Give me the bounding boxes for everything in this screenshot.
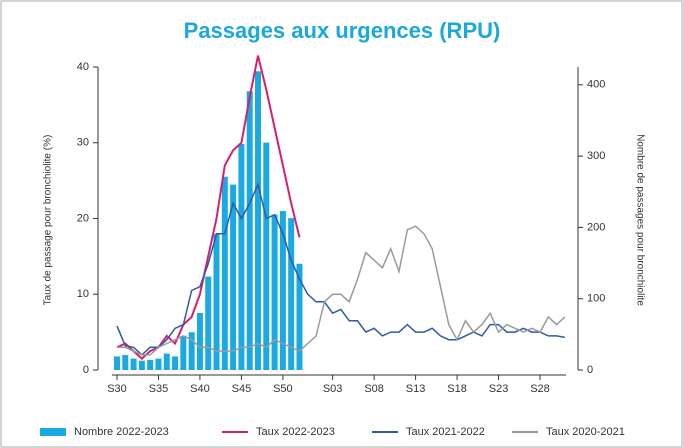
y-tick-label: 30 [77,137,89,149]
line [116,55,301,360]
bar [138,360,145,370]
y2-tick-label: 200 [587,221,605,233]
bar [246,91,253,371]
y2-tick-label: 0 [587,364,593,376]
y-tick-label: 20 [77,212,89,224]
y-axis-label: Taux de passage pour bronchiolite (%) [43,135,54,306]
bar [163,353,170,370]
bar [271,214,278,370]
x-tick-label: S08 [364,383,384,395]
bar [213,233,220,370]
x-tick-label: S30 [107,383,127,395]
x-tick-label: S40 [190,383,210,395]
y2-tick-label: 100 [587,293,605,305]
bar [196,312,203,370]
bar [114,356,120,370]
bar [172,356,179,370]
legend-swatch [40,428,66,436]
x-tick-label: S50 [273,383,293,395]
x-tick-label: S28 [530,383,550,395]
x-tick-label: S35 [149,383,169,395]
bar [263,142,270,370]
legend-label: Taux 2021-2022 [406,426,485,438]
legend-label: Taux 2022-2023 [256,426,335,438]
bar [130,358,137,370]
x-tick-label: S45 [232,383,252,395]
bar [205,276,212,370]
y-tick-label: 10 [77,288,89,300]
bar [122,355,129,370]
bar [279,211,286,370]
x-tick-label: S03 [323,383,343,395]
y-tick-label: 40 [77,61,89,73]
y-tick-label: 0 [83,364,89,376]
line [117,225,566,356]
bar [255,71,261,370]
y2-tick-label: 400 [587,79,605,91]
bar [180,335,187,370]
chart-title: Passages aux urgences (RPU) [184,18,501,43]
x-tick-label: S18 [447,383,467,395]
bar [296,263,303,370]
legend-label: Taux 2020-2021 [546,426,625,438]
bar [288,218,295,370]
y2-axis-label: Nombre de passages pour bronchiolite [634,134,645,306]
x-tick-label: S23 [489,383,509,395]
bar [188,332,195,370]
bar [230,184,237,370]
bar [155,358,162,370]
bar [221,176,228,370]
x-tick-label: S13 [406,383,426,395]
bar [238,143,245,370]
y2-tick-label: 300 [587,150,605,162]
bar [147,360,154,370]
legend-label: Nombre 2022-2023 [74,426,169,438]
line [116,182,566,356]
